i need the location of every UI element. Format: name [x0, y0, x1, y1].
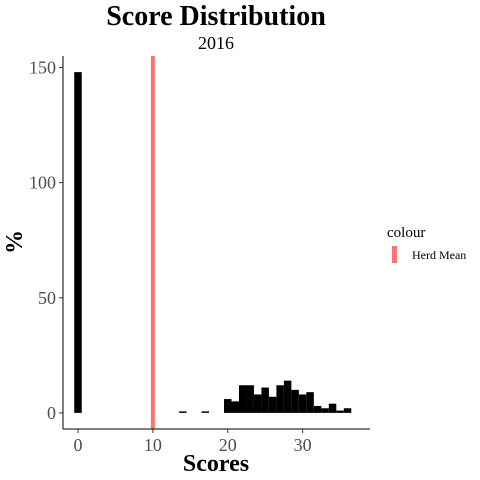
legend-label-herd-mean: Herd Mean — [412, 248, 466, 262]
histogram-bar — [336, 410, 344, 413]
chart-title: Score Distribution — [106, 1, 326, 32]
y-tick-label: 100 — [29, 173, 56, 193]
histogram-bar — [283, 380, 292, 413]
y-tick-label: 0 — [47, 403, 56, 423]
y-axis-ticks: 0 50 100 150 — [29, 58, 63, 423]
histogram-bar — [268, 396, 277, 413]
x-axis-ticks: 0 10 20 30 — [73, 429, 312, 455]
y-tick-label: 50 — [38, 288, 56, 308]
histogram-bar — [231, 401, 239, 413]
legend-key-herd-mean — [392, 246, 397, 263]
histogram-bar — [343, 408, 352, 413]
chart-subtitle: 2016 — [198, 33, 234, 53]
histogram-bar — [306, 392, 314, 413]
x-tick-label: 0 — [73, 435, 82, 455]
histogram-bar — [321, 408, 329, 413]
histogram-bar — [223, 399, 232, 413]
legend: colour Herd Mean — [387, 225, 466, 263]
x-axis-title: Scores — [183, 451, 249, 477]
histogram-bars — [74, 72, 352, 413]
y-tick-label: 150 — [29, 58, 56, 78]
histogram-bar — [246, 385, 254, 413]
histogram-bar — [313, 405, 322, 413]
x-tick-label: 20 — [219, 435, 237, 455]
x-tick-label: 30 — [294, 435, 312, 455]
histogram-bar — [201, 411, 210, 413]
histogram-bar — [179, 411, 187, 413]
x-tick-label: 10 — [144, 435, 162, 455]
histogram-bar — [328, 403, 337, 413]
histogram-bar — [238, 385, 247, 413]
histogram-bar — [261, 387, 269, 413]
histogram-bar — [276, 385, 284, 413]
histogram-bar — [291, 389, 299, 413]
histogram-bar — [253, 394, 262, 413]
y-axis-title: % — [2, 230, 28, 254]
histogram-bar — [74, 72, 82, 413]
legend-title: colour — [387, 225, 425, 241]
histogram-bar — [298, 394, 307, 413]
